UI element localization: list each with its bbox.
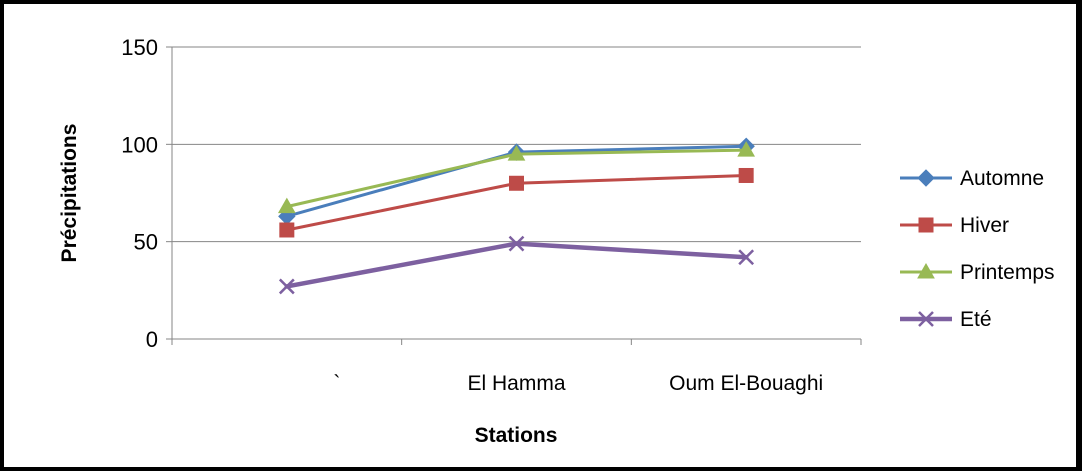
legend-label-3: Eté — [960, 308, 992, 331]
legend-entry-3: Eté — [900, 308, 992, 331]
legend-label-0: Automne — [960, 167, 1044, 190]
legend-entry-1: Hiver — [900, 214, 1009, 237]
y-tick-labels: 0 50 100 150 — [121, 35, 158, 352]
data-point-1-1 — [509, 175, 524, 191]
y-tick-label-100: 100 — [121, 132, 158, 157]
data-point-2-2 — [737, 141, 756, 157]
legend-marker-0 — [917, 169, 935, 187]
x-tick-labels: ` El Hamma Oum El-Bouaghi — [333, 372, 823, 395]
data-point-3-0 — [278, 278, 295, 295]
data-point-1-0 — [279, 222, 295, 238]
data-point-3-1 — [508, 235, 525, 252]
x-tick-label-2: Oum El-Bouaghi — [669, 372, 823, 395]
x-tick-label-0: ` — [333, 372, 340, 395]
data-point-2-0 — [277, 197, 296, 214]
x-axis-title: Stations — [475, 424, 558, 447]
legend-label-2: Printemps — [960, 261, 1055, 284]
series-1 — [279, 167, 754, 238]
series-2 — [277, 141, 756, 214]
y-tick-label-50: 50 — [134, 230, 158, 255]
axes — [166, 46, 862, 345]
legend: Automne Hiver Printemps Eté — [900, 167, 1055, 331]
legend-entry-2: Printemps — [900, 261, 1055, 284]
legend-marker-2 — [917, 262, 935, 279]
data-point-1-2 — [738, 167, 754, 183]
line-chart: 0 50 100 150 ` El Hamma Oum El-Bouaghi Automn… — [58, 35, 1055, 447]
data-point-3-2 — [738, 249, 755, 266]
series-3 — [278, 235, 755, 295]
legend-entry-0: Automne — [900, 167, 1044, 190]
y-tick-label-0: 0 — [146, 327, 158, 352]
data-point-2-1 — [507, 145, 526, 161]
series-line-3 — [284, 241, 749, 289]
y-tick-label-150: 150 — [121, 35, 158, 60]
legend-label-1: Hiver — [960, 214, 1009, 237]
legend-marker-3 — [918, 311, 934, 327]
y-axis-title: Précipitations — [58, 124, 81, 263]
series-lines — [277, 137, 756, 295]
x-tick-label-1: El Hamma — [467, 372, 565, 395]
legend-marker-1 — [918, 217, 934, 233]
